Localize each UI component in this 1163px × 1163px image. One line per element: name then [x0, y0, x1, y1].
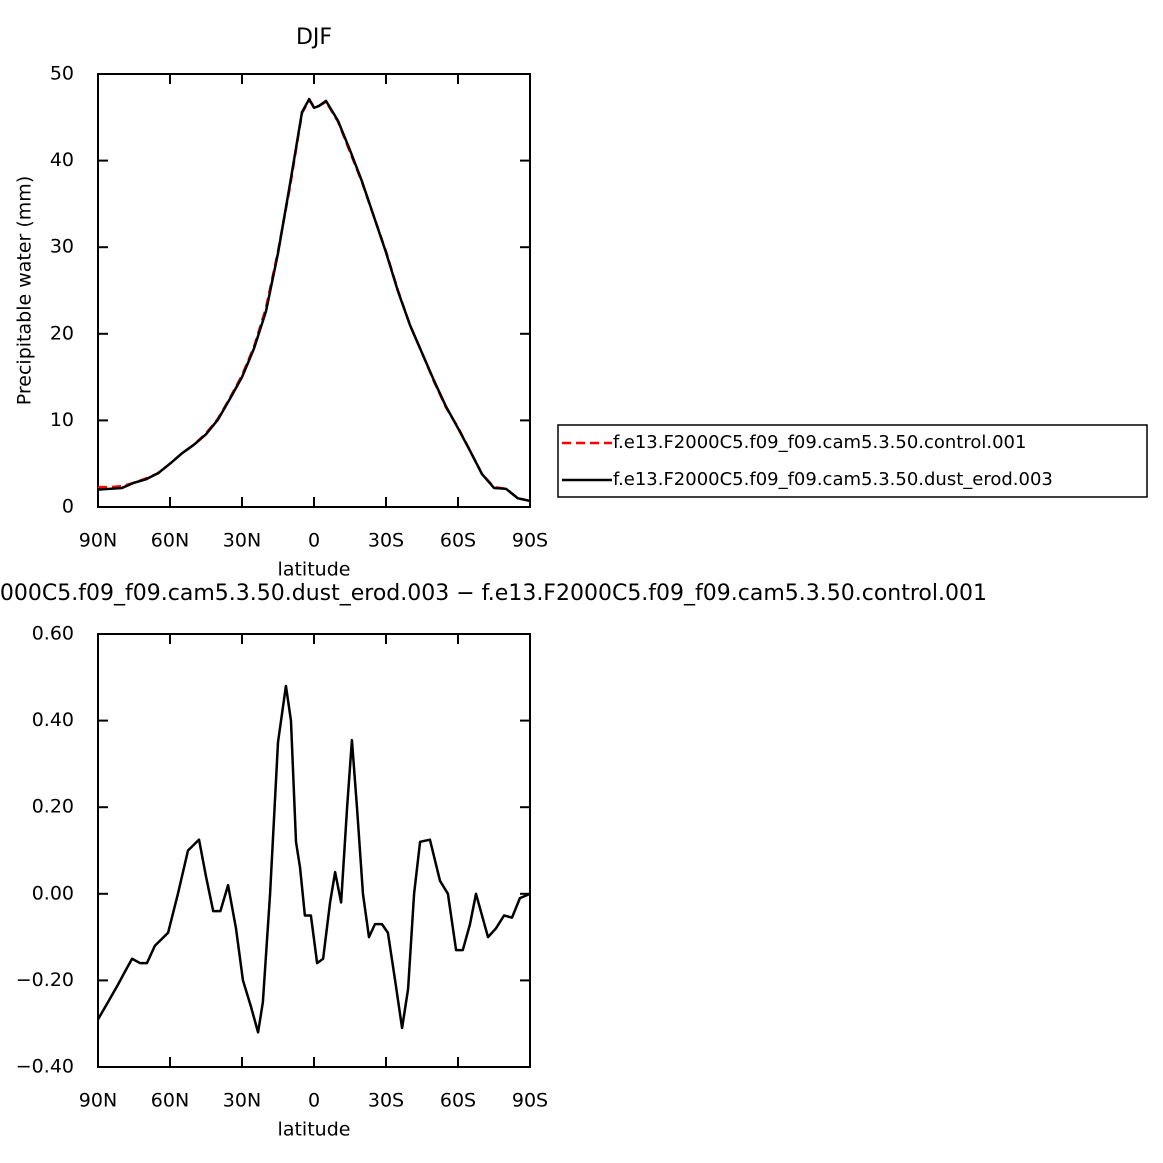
y-tick-label: 0.00: [32, 882, 74, 904]
y-tick-label: 20: [50, 322, 74, 344]
plot-frame: [97, 633, 531, 1068]
y-tick-label: −0.40: [16, 1056, 74, 1078]
x-tick-label: 90N: [79, 1090, 117, 1112]
x-axis-label: latitude: [278, 1119, 351, 1141]
x-tick-label: 60N: [151, 1090, 189, 1112]
legend-box: [557, 424, 1148, 498]
y-tick-label: −0.20: [16, 969, 74, 991]
legend-label: f.e13.F2000C5.f09_f09.cam5.3.50.dust_ero…: [613, 469, 1053, 490]
y-tick-label: 0: [62, 496, 74, 518]
x-tick-label: 30N: [223, 1090, 261, 1112]
x-tick-label: 90N: [79, 530, 117, 552]
x-tick-label: 0: [308, 530, 320, 552]
x-tick-label: 60S: [440, 1090, 476, 1112]
legend: f.e13.F2000C5.f09_f09.cam5.3.50.control.…: [557, 424, 1148, 498]
x-tick-label: 60S: [440, 530, 476, 552]
chart-title: f.e13.F2000C5.f09_f09.cam5.3.50.dust_ero…: [0, 581, 987, 606]
y-tick-label: 40: [50, 149, 74, 171]
y-tick-label: 30: [50, 236, 74, 258]
y-tick-label: 0.60: [32, 623, 74, 645]
x-tick-label: 60N: [151, 530, 189, 552]
y-tick-label: 10: [50, 409, 74, 431]
y-tick-label: 0.40: [32, 709, 74, 731]
x-tick-label: 90S: [512, 1090, 548, 1112]
x-tick-label: 90S: [512, 530, 548, 552]
legend-label: f.e13.F2000C5.f09_f09.cam5.3.50.control.…: [613, 432, 1026, 453]
data-line: [96, 684, 531, 1034]
y-tick-label: 0.20: [32, 796, 74, 818]
y-axis-label: Precipitable water (mm): [14, 176, 36, 405]
x-tick-label: 30N: [223, 530, 261, 552]
data-line: [97, 97, 531, 503]
x-tick-label: 30S: [368, 530, 404, 552]
y-tick-label: 50: [50, 63, 74, 85]
x-axis-label: latitude: [278, 559, 351, 581]
chart-title: DJF: [296, 25, 332, 50]
x-tick-label: 0: [308, 1090, 320, 1112]
x-tick-label: 30S: [368, 1090, 404, 1112]
